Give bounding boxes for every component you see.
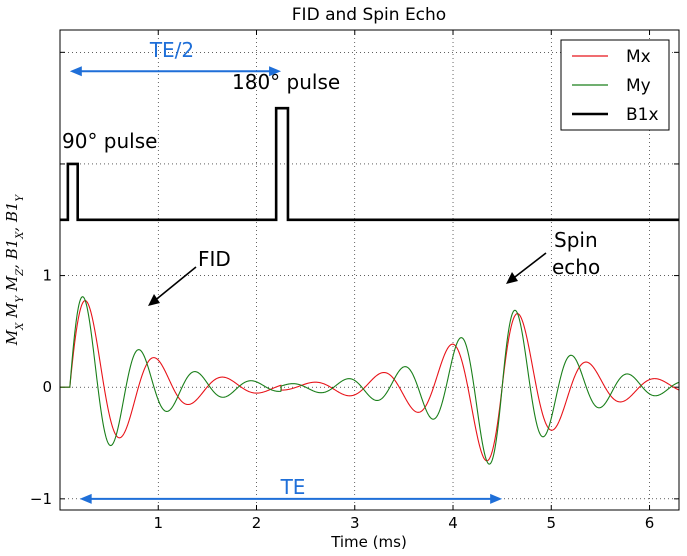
x-axis-label: Time (ms) (330, 533, 407, 551)
y-axis-label: MX MY MZ, B1X, B1Y (3, 193, 26, 346)
series-line-mx (60, 300, 679, 462)
y-tick-label: 1 (42, 267, 52, 285)
annotation-spin-echo-line-2: echo (552, 255, 600, 279)
x-tick-label: 6 (645, 514, 655, 532)
arrow-head-left (69, 66, 82, 77)
x-tick-label: 5 (546, 514, 556, 532)
axis-tick-labels: 1 2 3 4 5 6 −1 0 1 (30, 267, 654, 532)
arrow-head-right (490, 493, 503, 504)
legend-label-my: My (626, 76, 651, 96)
x-tick-label: 1 (153, 514, 163, 532)
series-line-my (60, 296, 679, 465)
y-label-part: M (3, 275, 21, 296)
y-tick-label: −1 (30, 490, 52, 508)
chart-title: FID and Spin Echo (292, 5, 446, 25)
y-label-subscript: X (15, 322, 26, 331)
annotation-spin-echo: Spin echo (552, 228, 604, 279)
arrow-head-right (269, 66, 282, 77)
annotation-fid: FID (198, 247, 231, 271)
x-tick-label: 3 (350, 514, 360, 532)
annotation-te: TE (280, 475, 306, 499)
y-label-part: , B1 (3, 239, 21, 269)
annotation-90-pulse: 90° pulse (62, 129, 157, 153)
te-arrow (79, 493, 503, 504)
fid-pointer-arrow (148, 266, 197, 306)
legend-label-b1x: B1x (626, 105, 659, 125)
annotation-180-pulse: 180° pulse (232, 70, 340, 94)
x-tick-label: 2 (252, 514, 262, 532)
y-label-subscript: Y (15, 295, 26, 303)
y-tick-label: 0 (42, 378, 52, 396)
y-label-part: , B1 (3, 201, 21, 231)
annotation-spin-echo-line-1: Spin (554, 228, 598, 252)
axis-ticks (60, 30, 679, 510)
y-label-subscript: Z (15, 268, 26, 277)
spin-echo-pointer-arrow (506, 252, 547, 284)
x-tick-label: 4 (448, 514, 458, 532)
te-half-arrow (69, 66, 282, 77)
y-label-subscript: Y (15, 193, 26, 201)
arrow-head-left (79, 493, 92, 504)
series-line-b1x (60, 106, 679, 222)
plot-frame (59, 29, 680, 511)
legend-label-mx: Mx (626, 47, 651, 67)
annotations: 90° pulse 180° pulse TE/2 TE FID Spin ec… (62, 38, 604, 504)
annotation-te-half: TE/2 (149, 38, 194, 62)
y-label-part: M (3, 329, 21, 346)
legend: Mx My B1x (560, 39, 670, 131)
y-label-subscript: X (15, 231, 26, 240)
y-label-part: M (3, 302, 21, 323)
